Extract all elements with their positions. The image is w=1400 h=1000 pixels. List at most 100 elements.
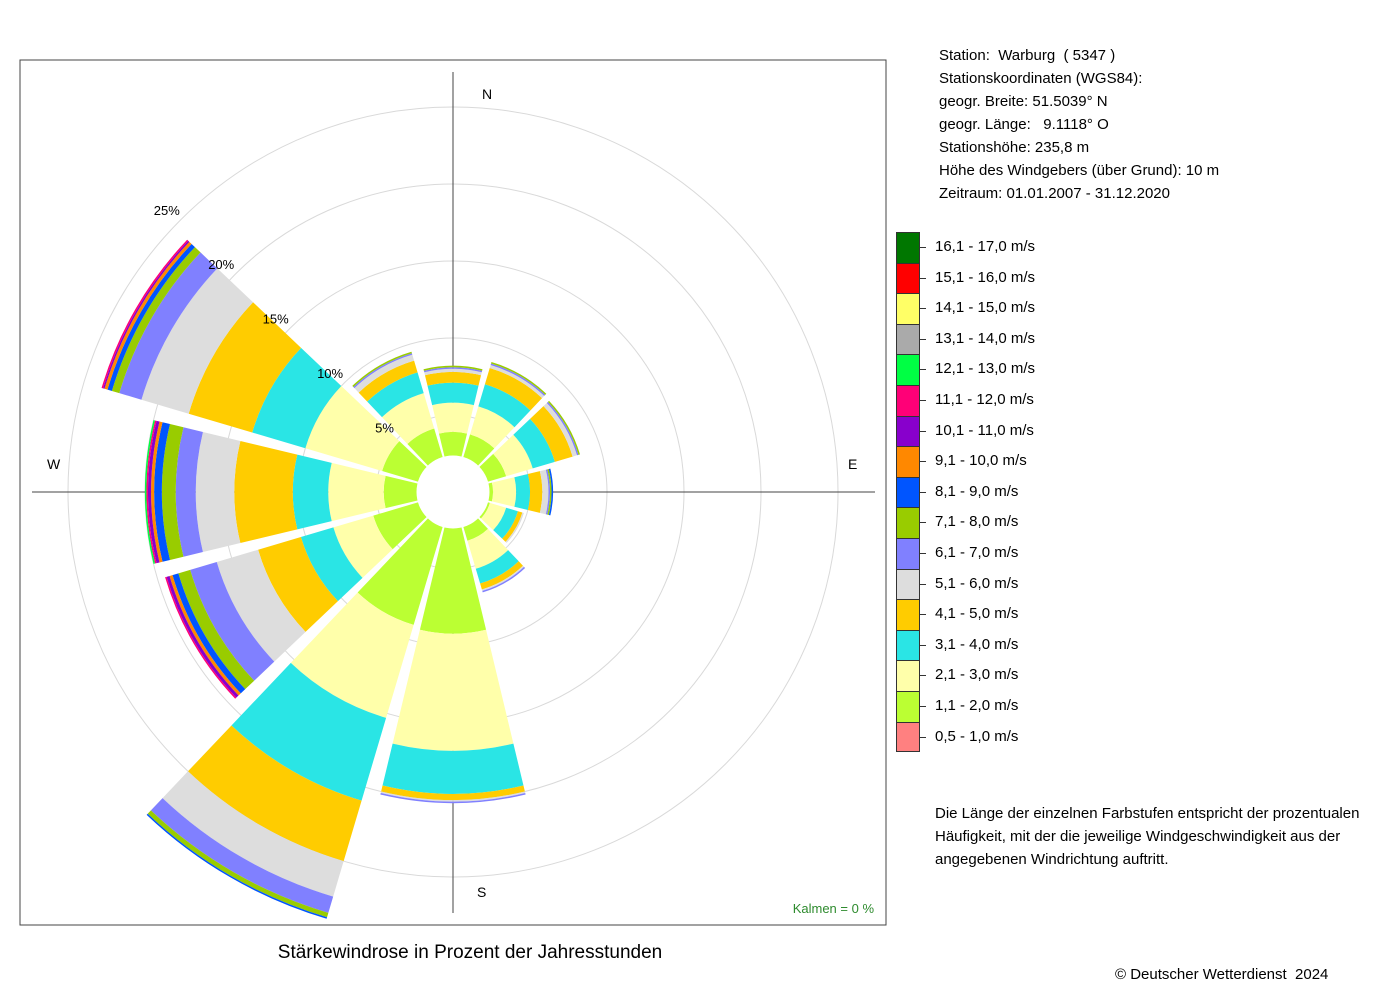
- legend-label: 1,1 - 2,0 m/s: [935, 696, 1019, 714]
- sector-210-band-1: [357, 508, 447, 625]
- time-period: Zeitraum: 01.01.2007 - 31.12.2020: [939, 185, 1170, 202]
- sector-30-band-4: [484, 367, 543, 411]
- sector-60-band-6: [546, 401, 579, 456]
- legend-item: 9,1 - 10,0 m/s: [896, 446, 1096, 477]
- sector-120-band-2: [480, 502, 507, 531]
- sector-270-band-8: [154, 422, 170, 562]
- explanation-note: Die Länge der einzelnen Farbstufen entsp…: [935, 805, 1360, 868]
- legend-tick: [920, 308, 926, 310]
- legend-swatch: [896, 721, 920, 753]
- legend-swatch: [896, 599, 920, 630]
- compass-label-w: W: [47, 456, 61, 472]
- sector-0-band-3: [427, 382, 479, 406]
- legend-tick: [920, 491, 926, 493]
- sector-120-band-5: [505, 512, 524, 543]
- legend-label: 5,1 - 6,0 m/s: [935, 574, 1019, 592]
- legend-tick: [920, 461, 926, 463]
- calm-label: Kalmen = 0 %: [793, 901, 875, 916]
- legend-label: 7,1 - 8,0 m/s: [935, 513, 1019, 531]
- sector-240-band-2: [333, 515, 393, 578]
- legend-tick: [920, 705, 926, 707]
- legend-tick: [920, 399, 926, 401]
- legend-tick: [920, 736, 926, 738]
- legend-swatch: [896, 568, 920, 600]
- legend-swatch: [896, 354, 920, 385]
- anemometer-height: Höhe des Windgebers (über Grund): 10 m: [939, 162, 1220, 179]
- sector-150-band-6: [482, 566, 526, 593]
- legend-label: 12,1 - 13,0 m/s: [935, 360, 1036, 378]
- legend-label: 8,1 - 9,0 m/s: [935, 482, 1019, 500]
- speed-legend: 16,1 - 17,0 m/s 15,1 - 16,0 m/s 14,1 - 15,…: [896, 232, 1096, 753]
- station-coords-header: Stationskoordinaten (WGS84):: [939, 70, 1143, 87]
- legend-label: 11,1 - 12,0 m/s: [935, 390, 1034, 408]
- legend-item: 13,1 - 14,0 m/s: [896, 323, 1096, 355]
- sector-300-band-4: [188, 302, 302, 433]
- radial-tick-label-10: 10%: [317, 366, 343, 381]
- sector-270-band-6: [175, 427, 203, 557]
- sector-0-band-5: [424, 368, 482, 376]
- sector-90-band-5: [539, 469, 549, 515]
- legend-label: 3,1 - 4,0 m/s: [935, 635, 1019, 653]
- calm-core: [416, 455, 490, 529]
- sector-210-band-4: [187, 725, 362, 862]
- legend-label: 4,1 - 5,0 m/s: [935, 605, 1019, 623]
- radial-tick-labels: 5% 10% 15% 20% 25%: [154, 203, 395, 436]
- sector-60-band-2: [493, 434, 533, 477]
- legend-label: 2,1 - 3,0 m/s: [935, 666, 1019, 684]
- legend-swatch: [896, 537, 920, 569]
- legend-label: 9,1 - 10,0 m/s: [935, 452, 1027, 470]
- sector-240-band-5: [216, 549, 306, 662]
- legend-tick: [920, 522, 926, 524]
- sector-330-band-3: [367, 372, 424, 418]
- sector-90-band-4: [527, 471, 543, 513]
- sector-270-band-5: [195, 431, 241, 553]
- sector-120-band-3: [493, 507, 518, 539]
- sector-270-band-12: [145, 420, 156, 564]
- sector-300-band-2: [305, 385, 400, 472]
- legend-item: 7,1 - 8,0 m/s: [896, 507, 1096, 538]
- sector-180-band-2: [392, 629, 514, 751]
- legend-swatch: [896, 446, 920, 477]
- sector-180-band-1: [419, 514, 487, 634]
- sector-330-band-5: [354, 354, 415, 393]
- legend-item: 0,5 - 1,0 m/s: [896, 721, 1096, 753]
- legend-label: 15,1 - 16,0 m/s: [935, 268, 1036, 286]
- legend-tick: [920, 675, 926, 677]
- copyright: © Deutscher Wetterdienst 2024: [1115, 966, 1329, 983]
- sector-330-band-2: [381, 393, 435, 444]
- sector-180-band-4: [381, 785, 525, 801]
- legend-label: 0,5 - 1,0 m/s: [935, 727, 1019, 745]
- legend-label: 14,1 - 15,0 m/s: [935, 299, 1036, 317]
- legend-tick: [920, 247, 926, 248]
- sector-60-band-5: [543, 402, 578, 457]
- legend-swatch: [896, 415, 920, 447]
- legend-item: 15,1 - 16,0 m/s: [896, 262, 1096, 294]
- legend-label: 16,1 - 17,0 m/s: [935, 238, 1036, 255]
- sector-90-band-6: [545, 469, 551, 515]
- sector-150-band-5: [481, 565, 525, 591]
- legend-tick: [920, 430, 926, 432]
- compass-label-e: E: [848, 456, 857, 472]
- legend-swatch: [896, 507, 920, 538]
- station-name: Station: Warburg ( 5347 ): [939, 47, 1116, 64]
- sector-300-band-6: [119, 252, 218, 400]
- legend-item: 6,1 - 7,0 m/s: [896, 537, 1096, 569]
- sector-240-band-1: [373, 498, 437, 550]
- legend-swatch: [896, 476, 920, 508]
- compass-label-s: S: [477, 884, 486, 900]
- legend-item: 2,1 - 3,0 m/s: [896, 660, 1096, 691]
- sector-240-band-7: [178, 569, 255, 690]
- sector-300-band-5: [141, 268, 254, 414]
- sector-180-band-3: [382, 743, 524, 794]
- sector-240-band-8: [172, 573, 246, 694]
- sector-270-band-9: [151, 421, 163, 563]
- legend-item: 4,1 - 5,0 m/s: [896, 599, 1096, 630]
- sector-210-band-3: [231, 662, 387, 801]
- compass-label-n: N: [482, 86, 492, 102]
- sector-240-band-3: [300, 527, 363, 602]
- legend-swatch: [896, 262, 920, 294]
- sector-30-band-2: [470, 406, 515, 449]
- sector-90-band-2: [491, 477, 517, 507]
- sector-0-band-6: [423, 367, 483, 373]
- sector-0-band-7: [423, 365, 483, 371]
